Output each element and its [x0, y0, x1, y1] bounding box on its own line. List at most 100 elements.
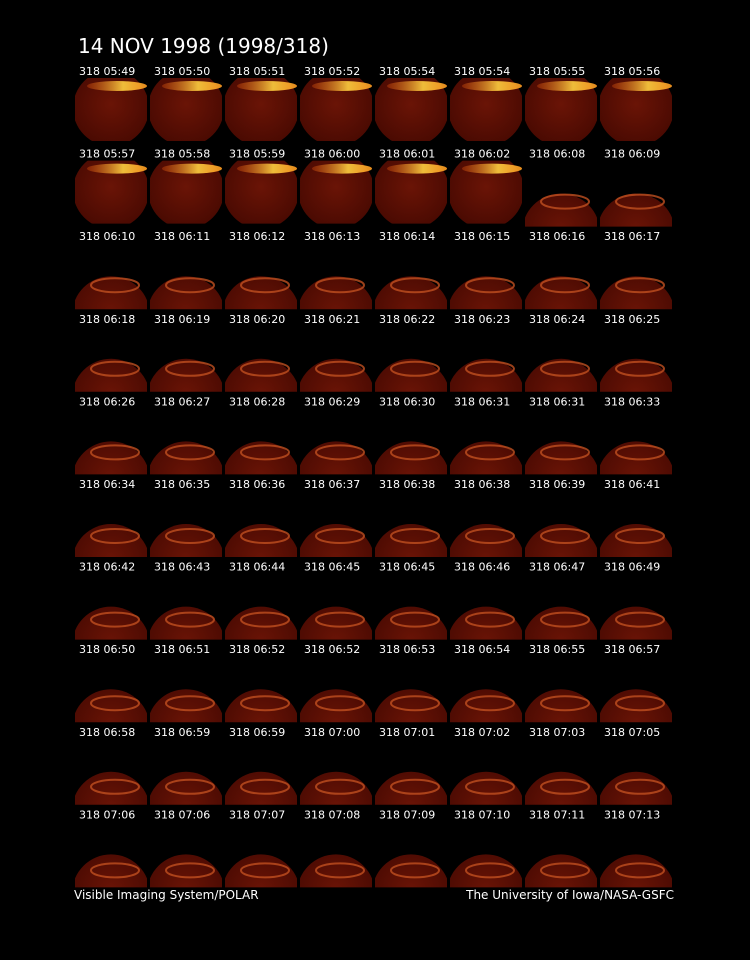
frame-image: [150, 689, 222, 723]
frame-image: [450, 689, 522, 723]
frame-label: 318 06:22: [379, 313, 435, 326]
earth-disk: [525, 193, 597, 227]
frame-image: [150, 524, 222, 557]
aurora: [315, 695, 365, 712]
frame-image: [450, 771, 522, 805]
frame-label: 318 06:20: [229, 313, 285, 326]
aurora: [615, 360, 665, 377]
frame-label: 318 06:24: [529, 313, 585, 326]
aurora: [390, 444, 440, 461]
frame-image: [525, 606, 597, 640]
aurora: [540, 528, 590, 544]
frame-image: [300, 771, 372, 805]
frame-label: 318 06:25: [604, 313, 660, 326]
frame-label: 318 05:57: [79, 148, 135, 161]
frame-image: [375, 854, 447, 888]
frame-label: 318 07:01: [379, 726, 435, 739]
frame-image: [150, 441, 222, 475]
aurora: [615, 444, 665, 461]
frame-label: 318 06:54: [454, 643, 510, 656]
frame-label: 318 06:59: [229, 726, 285, 739]
frame-label: 318 06:53: [379, 643, 435, 656]
aurora: [387, 163, 447, 174]
frame-label: 318 05:58: [154, 148, 210, 161]
aurora: [540, 611, 590, 628]
aurora: [612, 81, 672, 91]
aurora: [615, 862, 665, 879]
frame-image: [150, 160, 222, 224]
aurora: [315, 611, 365, 628]
frame-image: [300, 441, 372, 475]
frame-image: [150, 358, 222, 392]
aurora: [615, 611, 665, 628]
frame-image: [225, 771, 297, 805]
frame-image: [300, 358, 372, 392]
earth-disk: [300, 160, 372, 224]
frame-label: 318 06:45: [304, 561, 360, 574]
aurora: [465, 528, 515, 544]
frame-image: [600, 78, 672, 141]
frame-image: [450, 276, 522, 310]
frame-label: 318 07:10: [454, 808, 510, 821]
frame-image: [375, 524, 447, 557]
aurora: [237, 163, 297, 174]
frame-image: [450, 160, 522, 224]
earth-disk: [375, 160, 447, 224]
aurora: [540, 277, 590, 294]
frame-image: [600, 854, 672, 888]
aurora: [240, 778, 290, 795]
frame-image: [75, 78, 147, 141]
aurora: [315, 778, 365, 795]
frame-image: [525, 276, 597, 310]
frame-image: [375, 771, 447, 805]
earth-disk: [300, 771, 372, 805]
frame-label: 318 06:10: [79, 230, 135, 243]
frame-image: [600, 771, 672, 805]
frame-label: 318 06:33: [604, 395, 660, 408]
frame-label: 318 06:14: [379, 230, 435, 243]
aurora: [540, 695, 590, 712]
frame-image: [75, 441, 147, 475]
frame-image: [225, 160, 297, 224]
aurora: [462, 163, 522, 174]
aurora: [90, 277, 140, 294]
frame-image: [225, 78, 297, 141]
frame-label: 318 06:45: [379, 561, 435, 574]
aurora: [90, 862, 140, 879]
aurora: [390, 277, 440, 294]
frame-image: [300, 524, 372, 557]
aurora: [162, 81, 222, 91]
earth-disk: [375, 771, 447, 805]
frame-image: [600, 606, 672, 640]
earth-disk: [450, 160, 522, 224]
frame-label: 318 05:52: [304, 65, 360, 78]
frame-label: 318 06:44: [229, 561, 285, 574]
frame-label: 318 07:08: [304, 808, 360, 821]
frame-label: 318 07:03: [529, 726, 585, 739]
frame-image: [75, 160, 147, 224]
frame-image: [75, 689, 147, 723]
frame-label: 318 05:54: [454, 65, 510, 78]
frame-label: 318 06:38: [379, 478, 435, 491]
frame-image: [300, 854, 372, 888]
frame-label: 318 06:13: [304, 230, 360, 243]
frame-image: [300, 78, 372, 141]
aurora: [165, 611, 215, 628]
frame-image: [225, 441, 297, 475]
frame-label: 318 06:46: [454, 561, 510, 574]
aurora: [315, 528, 365, 544]
aurora: [315, 360, 365, 377]
aurora: [390, 862, 440, 879]
frame-image: [525, 441, 597, 475]
frame-label: 318 07:09: [379, 808, 435, 821]
aurora: [165, 444, 215, 461]
frame-label: 318 05:51: [229, 65, 285, 78]
frame-label: 318 06:21: [304, 313, 360, 326]
frame-image: [75, 358, 147, 392]
frame-image: [300, 606, 372, 640]
frame-image: [600, 441, 672, 475]
frame-label: 318 07:13: [604, 808, 660, 821]
frame-image: [525, 78, 597, 141]
frame-image: [525, 193, 597, 227]
